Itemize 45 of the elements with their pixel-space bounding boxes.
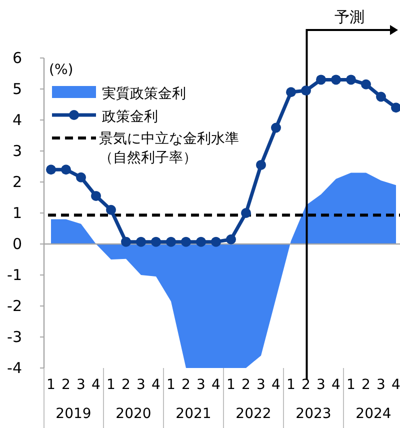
y-tick-label: -2 [7,297,22,315]
text: 予測 [334,8,364,26]
legend-label: 実質政策金利 [102,86,186,102]
legend-label: 政策金利 [102,109,158,125]
x-tick-label: 2 [62,377,70,393]
y-tick-label: -3 [7,328,22,346]
x-tick-label: 4 [272,377,281,393]
x-tick-label: 1 [226,377,236,393]
y-tick-label: 2 [12,173,22,191]
text: 2020 [116,406,152,422]
y-tick-label: 4 [12,111,22,129]
text: 2024 [356,406,392,422]
x-tick-label: 2 [122,377,130,393]
x-tick-label: 4 [392,377,400,393]
x-tick-label: 1 [286,377,296,393]
x-tick-label: 3 [76,377,86,393]
x-tick-label: 3 [316,377,326,393]
text: 2019 [56,406,92,422]
text: 2023 [296,406,332,422]
x-tick-label: 4 [92,377,101,393]
y-tick-label: 0 [12,235,22,253]
x-tick-label: 4 [152,377,161,393]
y-tick-label: 5 [12,80,22,98]
x-tick-label: 2 [182,377,190,393]
y-tick-label: -1 [7,266,22,284]
legend-label: 景気に中立な金利水準（自然利子率） [99,130,240,168]
x-tick-label: 3 [256,377,266,393]
x-tick-label: 4 [212,377,221,393]
x-tick-label: 2 [362,377,370,393]
x-tick-label: 1 [166,377,176,393]
y-tick-label: 6 [12,49,22,67]
y-axis-title: (%) [49,62,74,78]
y-tick-label: 3 [12,142,22,160]
y-tick-label: -4 [7,359,22,377]
x-tick-label: 3 [136,377,146,393]
x-tick-label: 4 [332,377,341,393]
text: 2022 [236,406,272,422]
text: 2021 [176,406,212,422]
x-tick-label: 1 [346,377,356,393]
y-tick-label: 1 [12,204,22,222]
x-tick-label: 1 [46,377,56,393]
x-tick-label: 1 [106,377,116,393]
x-tick-label: 2 [242,377,250,393]
x-tick-label: 3 [196,377,206,393]
x-tick-label: 3 [376,377,386,393]
